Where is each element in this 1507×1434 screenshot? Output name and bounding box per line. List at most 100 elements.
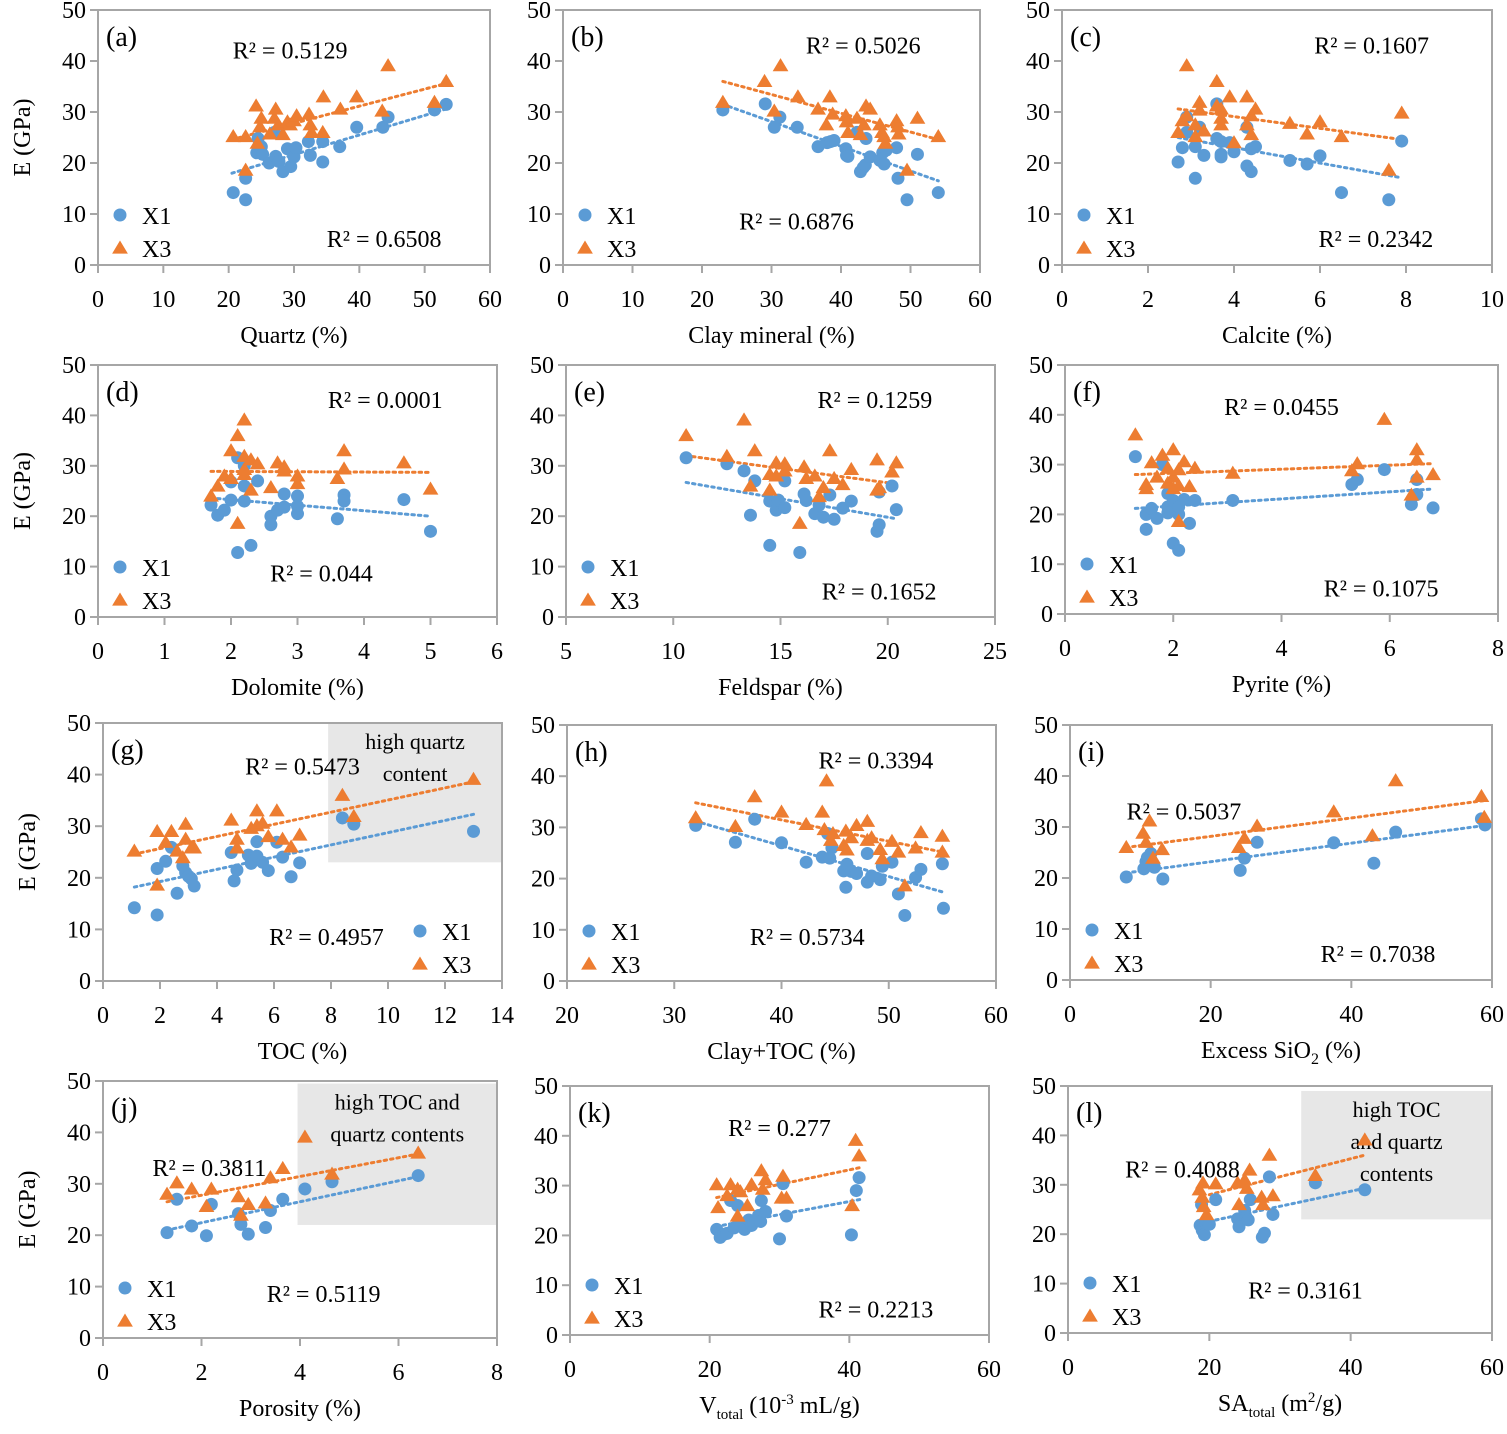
data-point-x1 — [890, 141, 904, 155]
panel-d: 0 10 20 30 40 50 0 1 2 3 4 5 6 Dolomite (%) E (GPa) (d)… — [10, 353, 503, 701]
data-point-x3 — [834, 476, 851, 491]
data-point-x1 — [844, 1228, 858, 1242]
y-tick-label: 30 — [62, 100, 86, 126]
x-tick-label: 10 — [621, 287, 645, 313]
y-tick-label: 0 — [543, 969, 555, 995]
data-point-x3 — [203, 1181, 220, 1195]
data-point-x3 — [1138, 481, 1155, 495]
data-point-x3 — [739, 1198, 756, 1212]
data-point-x1 — [159, 854, 173, 868]
y-tick-label: 50 — [1026, 0, 1050, 24]
x-tick-label: 10 — [151, 287, 175, 313]
data-point-x3 — [796, 459, 812, 473]
x-tick-label: 8 — [1400, 287, 1412, 313]
data-point-x3 — [1239, 117, 1255, 131]
panel-label: (a) — [106, 22, 137, 53]
data-point-x3 — [837, 108, 854, 122]
y-tick-label: 10 — [62, 555, 86, 581]
data-point-x1 — [170, 886, 184, 900]
data-point-x3 — [288, 108, 305, 122]
data-point-x3 — [1299, 126, 1315, 140]
plot-area-border — [102, 722, 503, 982]
data-point-x1 — [679, 451, 693, 465]
x-tick-label: 30 — [662, 1003, 686, 1029]
data-point-x1 — [333, 140, 347, 154]
x-tick-label: 8 — [491, 1360, 503, 1386]
data-point-x3 — [426, 94, 443, 108]
data-point-x1 — [799, 494, 813, 508]
r2-label-x3: R² = 0.5129 — [233, 38, 348, 64]
y-tick-label: 40 — [62, 49, 86, 75]
data-point-x3 — [336, 443, 352, 457]
y-tick-label: 0 — [79, 969, 91, 995]
x-tick-label: 40 — [347, 287, 371, 313]
data-point-x1 — [936, 901, 950, 915]
data-point-x1 — [1350, 473, 1364, 487]
data-point-x3 — [1238, 1180, 1255, 1194]
trendline-x1 — [209, 496, 432, 518]
y-tick-label: 0 — [79, 1326, 91, 1352]
r2-label-x3: R² = 0.5026 — [806, 33, 921, 59]
data-point-x3 — [283, 839, 299, 853]
y-tick-label: 50 — [527, 0, 551, 24]
data-point-x1 — [898, 908, 912, 922]
data-point-x3 — [1213, 117, 1229, 131]
r2-label-x3: R² = 0.5473 — [245, 755, 360, 781]
data-point-x3 — [1255, 1197, 1271, 1211]
panel-l: 0 10 20 30 40 50 0 20 40 60 SAtotal (m2/g) (l) high … — [1032, 1074, 1504, 1421]
panel-f: 0 10 20 30 40 50 0 2 4 6 8 Pyrite (%) (f) R² = 0.1075… — [1029, 353, 1504, 698]
data-point-x1 — [291, 489, 304, 503]
data-point-x3 — [890, 119, 906, 133]
data-point-x3 — [236, 412, 253, 426]
x-tick-label: 2 — [1142, 287, 1154, 313]
x-tick-label: 60 — [968, 287, 992, 313]
y-tick-label: 40 — [62, 403, 86, 429]
data-point-x1 — [1188, 171, 1202, 185]
data-point-x3 — [825, 826, 841, 840]
legend-marker-x1 — [1077, 208, 1091, 222]
data-point-x3 — [1154, 841, 1171, 856]
data-point-x1 — [767, 120, 781, 134]
y-tick-label: 30 — [1032, 1173, 1056, 1199]
data-point-x3 — [174, 850, 191, 864]
r2-label-x1: R² = 0.3161 — [1248, 1278, 1363, 1304]
data-point-x3 — [806, 468, 823, 482]
legend-label-x3: X3 — [442, 953, 471, 979]
data-point-x3 — [1261, 1147, 1278, 1161]
data-point-x3 — [157, 834, 174, 848]
x-tick-label: 40 — [1339, 1002, 1363, 1028]
data-point-x3 — [1170, 513, 1187, 527]
plot-area-border — [1061, 9, 1493, 266]
data-point-x3 — [275, 126, 291, 141]
data-point-x1 — [1175, 141, 1189, 155]
data-point-x3 — [1165, 442, 1182, 456]
data-point-x1 — [1156, 872, 1170, 886]
y-tick-label: 20 — [1026, 151, 1050, 177]
data-point-x3 — [727, 818, 744, 833]
data-point-x1 — [1300, 157, 1314, 171]
data-point-x3 — [248, 98, 264, 112]
data-point-x3 — [810, 101, 826, 115]
annotation-text: contents — [1360, 1161, 1433, 1186]
data-point-x3 — [268, 803, 285, 817]
data-point-x1 — [316, 135, 330, 149]
data-point-x1 — [397, 493, 411, 507]
data-point-x3 — [729, 1208, 746, 1222]
data-point-x3 — [236, 466, 253, 480]
x-axis-label: Porosity (%) — [239, 1396, 361, 1422]
data-point-x3 — [1213, 110, 1229, 124]
data-point-x3 — [233, 1207, 249, 1221]
x-tick-label: 1 — [159, 639, 171, 665]
x-tick-label: 60 — [1480, 1355, 1504, 1381]
data-point-x3 — [465, 771, 482, 785]
data-point-x3 — [1191, 94, 1208, 108]
x-tick-label: 4 — [211, 1003, 223, 1029]
data-point-x3 — [852, 126, 869, 141]
data-point-x1 — [284, 870, 298, 884]
data-point-x3 — [332, 101, 349, 115]
data-point-x3 — [289, 475, 306, 490]
r2-label-x1: R² = 0.044 — [270, 562, 373, 588]
